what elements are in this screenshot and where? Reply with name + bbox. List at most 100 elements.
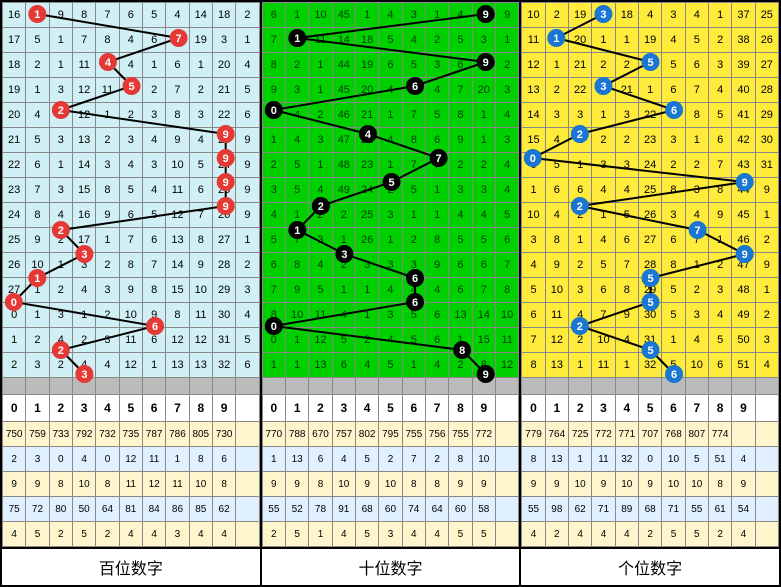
separator-cell	[262, 378, 285, 395]
stat-cell: 4	[142, 522, 165, 547]
cell: 5	[332, 328, 355, 353]
cell: 2	[708, 253, 731, 278]
cell: 3	[472, 178, 495, 203]
cell: 10	[166, 153, 189, 178]
cell: 27	[755, 53, 778, 78]
cell: 4	[755, 353, 778, 378]
cell: 2	[286, 53, 309, 78]
stat-cell: 10	[685, 472, 708, 497]
cell: 5	[592, 253, 615, 278]
cell: 16	[3, 3, 26, 28]
cell: 41	[732, 103, 755, 128]
separator-cell	[49, 378, 72, 395]
cell: 26	[755, 28, 778, 53]
cell: 2	[592, 53, 615, 78]
cell: 4	[26, 103, 49, 128]
cell: 3	[49, 303, 72, 328]
cell: 12	[495, 353, 518, 378]
cell: 29	[212, 278, 235, 303]
footer-titles: 百位数字十位数字个位数字	[2, 547, 779, 585]
stat-cell: 10	[332, 472, 355, 497]
cell: 30	[638, 303, 661, 328]
cell: 4	[402, 28, 425, 53]
cell: 1	[262, 128, 285, 153]
cell: 3	[189, 103, 212, 128]
cell: 45	[732, 203, 755, 228]
cell: 3	[402, 3, 425, 28]
stat-cell: 58	[472, 497, 495, 522]
stat-cell	[236, 522, 259, 547]
cell: 9	[449, 128, 472, 153]
cell: 6	[615, 228, 638, 253]
cell: 14	[166, 253, 189, 278]
cell: 8	[662, 253, 685, 278]
cell: 5	[662, 303, 685, 328]
separator-cell	[142, 378, 165, 395]
cell: 4	[49, 203, 72, 228]
stat-cell: 2	[708, 522, 731, 547]
cell: 2	[49, 228, 72, 253]
cell: 3	[569, 278, 592, 303]
cell: 4	[685, 3, 708, 28]
stat-cell: 84	[142, 497, 165, 522]
cell: 5	[262, 228, 285, 253]
stat-cell: 788	[286, 422, 309, 447]
stat-cell: 9	[472, 472, 495, 497]
stat-cell: 772	[592, 422, 615, 447]
separator-cell	[3, 378, 26, 395]
stat-cell: 2	[49, 522, 72, 547]
cell: 10	[119, 303, 142, 328]
cell: 11	[522, 28, 545, 53]
cell: 6	[449, 53, 472, 78]
cell: 1	[569, 228, 592, 253]
cell: 1	[708, 3, 731, 28]
cell: 3	[96, 153, 119, 178]
cell: 9	[425, 253, 448, 278]
cell: 30	[212, 303, 235, 328]
cell: 1	[592, 28, 615, 53]
separator-cell	[522, 378, 545, 395]
digit-header: 7	[425, 395, 448, 422]
cell: 4	[286, 128, 309, 153]
cell: 3	[49, 128, 72, 153]
stat-cell: 10	[472, 447, 495, 472]
cell: 5	[309, 278, 332, 303]
stat-cell	[236, 497, 259, 522]
cell: 6	[142, 28, 165, 53]
cell: 44	[332, 53, 355, 78]
cell: 5	[142, 203, 165, 228]
cell: 12	[72, 78, 95, 103]
cell: 4	[449, 3, 472, 28]
stat-cell: 2	[3, 447, 26, 472]
cell: 6	[332, 353, 355, 378]
cell: 8	[402, 128, 425, 153]
cell: 0	[262, 103, 285, 128]
cell: 12	[309, 328, 332, 353]
cell: 5	[26, 28, 49, 53]
cell: 49	[732, 303, 755, 328]
cell: 45	[332, 78, 355, 103]
cell: 4	[236, 303, 259, 328]
cell: 12	[545, 328, 568, 353]
stat-cell: 61	[708, 497, 731, 522]
stat-cell: 11	[119, 472, 142, 497]
cell: 6	[708, 353, 731, 378]
cell: 10	[545, 278, 568, 303]
cell: 1	[262, 353, 285, 378]
stat-cell: 3	[26, 447, 49, 472]
cell: 7	[262, 28, 285, 53]
cell: 23	[355, 153, 378, 178]
cell: 6	[425, 128, 448, 153]
cell: 2	[26, 328, 49, 353]
cell: 4	[425, 78, 448, 103]
stat-cell: 772	[472, 422, 495, 447]
stat-cell: 735	[119, 422, 142, 447]
separator-cell	[166, 378, 189, 395]
cell: 3	[379, 203, 402, 228]
cell: 4	[96, 353, 119, 378]
digit-header	[495, 395, 518, 422]
stat-cell: 10	[615, 472, 638, 497]
cell: 8	[472, 353, 495, 378]
stat-cell: 10	[662, 447, 685, 472]
stat-cell: 786	[166, 422, 189, 447]
